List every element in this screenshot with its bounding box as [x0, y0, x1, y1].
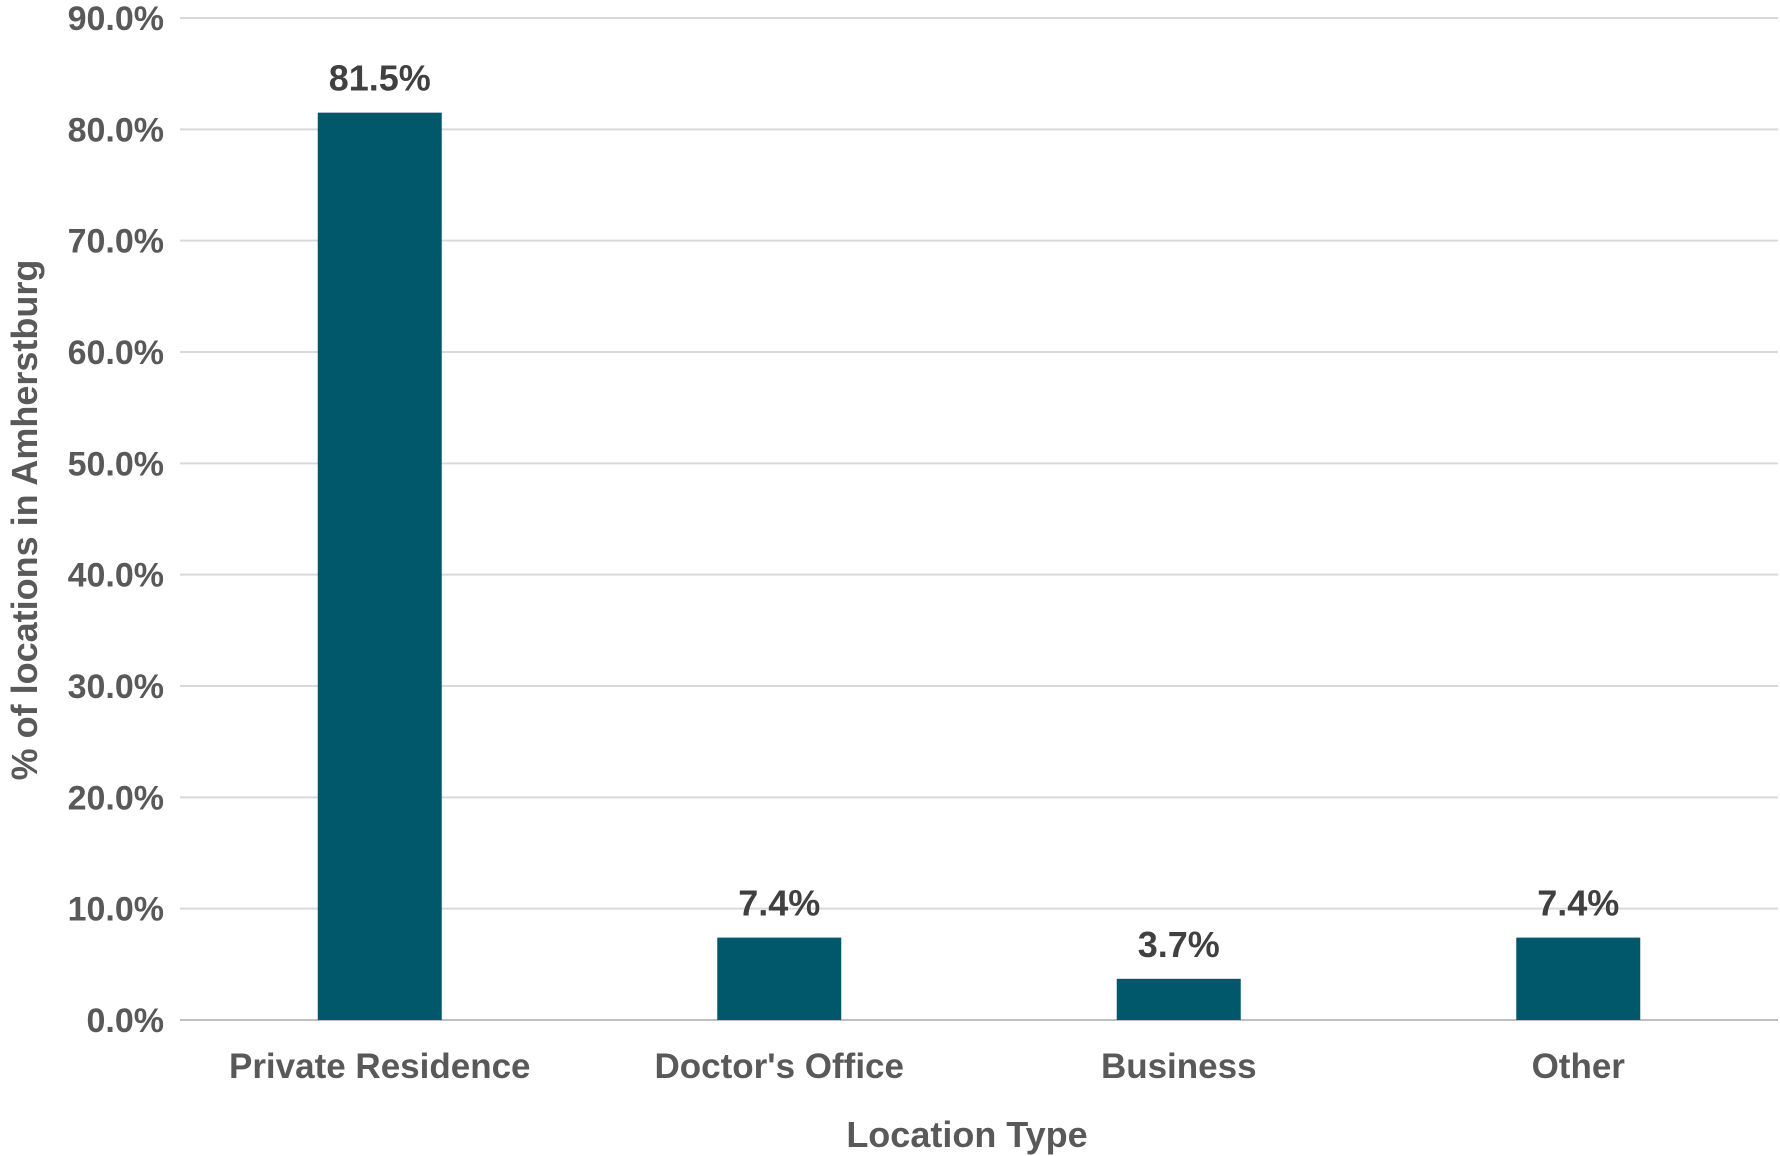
bar [317, 112, 442, 1021]
y-tick-label: 80.0% [68, 111, 164, 149]
y-tick-label: 30.0% [68, 668, 164, 706]
y-axis-title: % of locations in Amherstburg [4, 260, 45, 781]
x-tick-label: Private Residence [229, 1047, 531, 1086]
y-tick-label: 0.0% [87, 1002, 165, 1040]
y-tick-label: 50.0% [68, 445, 164, 483]
x-tick-label: Doctor's Office [655, 1047, 904, 1086]
data-labels: 81.5% 7.4% 3.7% 7.4% [329, 58, 1620, 965]
y-tick-label: 40.0% [68, 557, 164, 595]
x-tick-label: Other [1532, 1047, 1626, 1086]
data-label: 81.5% [329, 58, 431, 99]
gridlines [180, 17, 1778, 1021]
bar [1516, 937, 1641, 1020]
data-label: 7.4% [738, 883, 820, 924]
data-label: 7.4% [1537, 883, 1619, 924]
y-tick-label: 70.0% [68, 223, 164, 261]
y-tick-label: 20.0% [68, 779, 164, 817]
y-tick-label: 10.0% [68, 891, 164, 929]
data-label: 3.7% [1138, 924, 1220, 965]
bar [717, 937, 842, 1020]
x-axis-category-labels: Private Residence Doctor's Office Business… [229, 1047, 1625, 1086]
bars [317, 112, 1641, 1021]
x-axis-title: Location Type [846, 1114, 1087, 1155]
y-tick-label: 60.0% [68, 334, 164, 372]
y-tick-label: 90.0% [68, 0, 164, 38]
x-tick-label: Business [1101, 1047, 1257, 1086]
bar [1116, 978, 1241, 1020]
y-axis-tick-labels: 0.0% 10.0% 20.0% 30.0% 40.0% 50.0% 60.0% 70.0% 8… [68, 0, 164, 1040]
